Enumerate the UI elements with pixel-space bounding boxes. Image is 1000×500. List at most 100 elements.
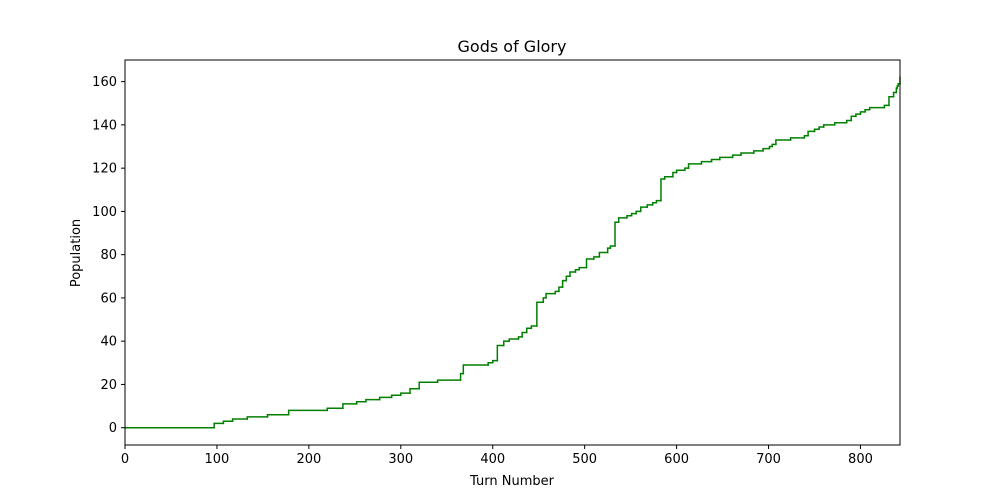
line-segment bbox=[740, 152, 755, 156]
line-segment bbox=[418, 381, 439, 390]
y-tick-label: 0 bbox=[109, 421, 117, 436]
line-segment bbox=[655, 199, 662, 204]
line-segment bbox=[558, 286, 564, 293]
line-segment bbox=[639, 206, 648, 213]
line-segment bbox=[390, 394, 402, 399]
y-tick-label: 140 bbox=[92, 118, 117, 133]
line-segment bbox=[508, 338, 520, 342]
line-segment bbox=[326, 407, 344, 412]
line-segment bbox=[626, 214, 633, 219]
line-segment bbox=[614, 221, 620, 247]
line-segment bbox=[578, 266, 588, 271]
y-tick-label: 80 bbox=[100, 248, 117, 263]
line-segment bbox=[545, 292, 556, 299]
line-segment bbox=[355, 400, 367, 405]
line-segment bbox=[803, 134, 809, 139]
y-tick-label: 40 bbox=[100, 335, 117, 350]
line-segment bbox=[719, 156, 734, 161]
line-segment bbox=[845, 119, 853, 124]
line-segment bbox=[517, 336, 523, 340]
line-segment bbox=[462, 364, 489, 375]
line-segment bbox=[651, 202, 658, 206]
y-tick-label: 160 bbox=[92, 75, 117, 90]
line-segment bbox=[813, 128, 820, 133]
line-segment bbox=[883, 104, 890, 109]
line-segment bbox=[630, 212, 637, 217]
line-segment bbox=[892, 91, 898, 98]
line-segment bbox=[771, 143, 777, 148]
line-segment bbox=[565, 275, 571, 282]
x-tick-label: 700 bbox=[756, 452, 781, 467]
x-tick-label: 0 bbox=[121, 452, 129, 467]
plot-frame bbox=[124, 59, 901, 446]
line-segment bbox=[710, 158, 721, 163]
y-tick-label: 100 bbox=[92, 205, 117, 220]
line-segment bbox=[818, 126, 825, 130]
line-segment bbox=[833, 121, 848, 126]
y-tick-label: 120 bbox=[92, 162, 117, 177]
line-segment bbox=[768, 145, 773, 150]
line-segment bbox=[266, 413, 290, 418]
line-segment bbox=[850, 115, 857, 122]
line-segment bbox=[561, 279, 568, 288]
line-segment bbox=[378, 396, 393, 401]
line-segment bbox=[672, 171, 678, 178]
line-segment bbox=[687, 163, 703, 169]
line-segment bbox=[246, 416, 269, 420]
line-segment bbox=[222, 420, 234, 425]
x-tick-label: 200 bbox=[296, 452, 321, 467]
line-segment bbox=[491, 359, 499, 364]
line-segment bbox=[762, 147, 771, 152]
line-segment bbox=[365, 398, 381, 403]
line-segment bbox=[593, 256, 601, 260]
line-segment bbox=[536, 301, 545, 327]
y-tick-label: 20 bbox=[100, 378, 117, 393]
line-segment bbox=[526, 327, 533, 334]
line-segment bbox=[868, 106, 886, 111]
line-segment bbox=[731, 154, 742, 159]
line-segment bbox=[606, 247, 612, 254]
line-segment bbox=[496, 344, 505, 362]
line-segment bbox=[646, 204, 654, 208]
line-segment bbox=[542, 297, 547, 303]
line-segment bbox=[342, 403, 358, 409]
x-axis-label: Turn Number bbox=[469, 474, 555, 489]
line-segment bbox=[864, 108, 871, 113]
line-segment bbox=[287, 409, 329, 416]
line-segment bbox=[231, 418, 249, 422]
line-segment bbox=[700, 160, 713, 165]
line-segment bbox=[807, 130, 816, 137]
line-segment bbox=[213, 422, 225, 429]
line-segment bbox=[684, 167, 690, 172]
line-segment bbox=[409, 388, 420, 394]
line-segment bbox=[859, 111, 866, 115]
line-segment bbox=[554, 290, 560, 295]
line-segment bbox=[459, 372, 465, 381]
line-segment bbox=[675, 169, 686, 174]
line-segment bbox=[574, 269, 580, 273]
line-segment bbox=[822, 124, 836, 128]
line-segment bbox=[598, 251, 609, 258]
line-segment bbox=[530, 325, 538, 329]
x-tick-label: 100 bbox=[205, 452, 230, 467]
line-segment bbox=[585, 258, 595, 269]
line-segment bbox=[855, 113, 862, 117]
line-segment bbox=[888, 96, 895, 107]
line-segment bbox=[663, 176, 674, 180]
y-tick-label: 60 bbox=[100, 291, 117, 306]
x-tick-label: 500 bbox=[572, 452, 597, 467]
line-segment bbox=[660, 178, 666, 202]
x-tick-label: 800 bbox=[848, 452, 873, 467]
x-tick-label: 300 bbox=[388, 452, 413, 467]
line-segment bbox=[617, 217, 628, 223]
x-tick-label: 600 bbox=[664, 452, 689, 467]
line-segment bbox=[436, 379, 462, 384]
line-segment bbox=[753, 150, 764, 154]
line-segment bbox=[609, 245, 616, 249]
line-segment bbox=[503, 340, 511, 347]
line-segment bbox=[789, 137, 806, 141]
y-axis-label: Population bbox=[69, 219, 84, 287]
line-segment bbox=[521, 331, 528, 338]
